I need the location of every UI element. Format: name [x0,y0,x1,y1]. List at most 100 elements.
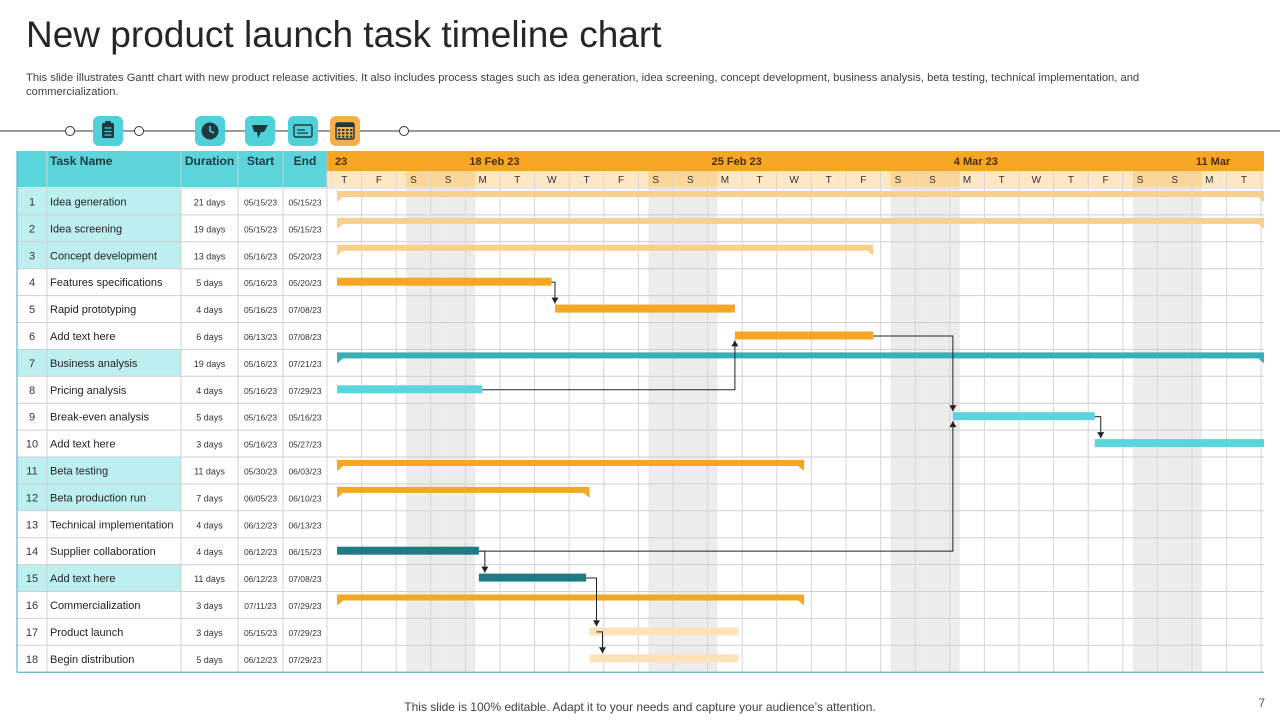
task-id: 17 [26,627,38,639]
clipboard-clip [105,121,111,125]
task-name: Add text here [50,573,115,585]
day-label: T [341,175,347,186]
calendar-icon [330,116,360,146]
task-bar [952,412,1095,421]
day-label: T [514,175,520,186]
task-id: 3 [29,250,35,262]
task-duration: 3 days [196,601,223,611]
task-start: 06/12/23 [244,574,277,584]
task-end: 07/29/23 [288,628,321,638]
weekend-day-header [406,171,441,187]
task-start: 05/16/23 [244,305,277,315]
page-number: 7 [1258,696,1265,710]
task-end: 05/15/23 [288,197,321,207]
weekend-day-header [1167,171,1202,187]
day-label: M [721,175,729,186]
day-label: T [1068,175,1074,186]
task-duration: 11 days [194,574,225,584]
weekend-day-header [683,171,718,187]
link-line [482,340,736,391]
dependency-link [873,335,957,412]
task-duration: 5 days [196,655,223,665]
flag-icon [245,116,275,146]
task-duration: 5 days [196,413,223,423]
timeline-week-header [327,151,1264,171]
day-label: S [687,175,694,186]
task-duration: 21 days [194,197,226,207]
task-name: Supplier collaboration [50,546,156,558]
summary-bar-cap [337,358,343,364]
flag-shape [252,125,268,138]
day-label: F [1102,175,1108,186]
task-duration: 7 days [196,493,223,503]
summary-bar [337,352,1264,359]
task-end: 05/15/23 [288,224,321,234]
clipboard-icon [93,116,123,146]
task-name: Idea screening [50,223,122,235]
task-id: 15 [26,573,38,585]
icon-tile [330,116,360,146]
row-name-highlight [47,349,181,377]
task-name: Pricing analysis [50,385,127,397]
task-bar [337,385,483,394]
task-bar [589,627,739,636]
task-id: 9 [29,412,35,424]
task-bar [337,546,479,555]
row-id-highlight [17,241,47,269]
link-arrowhead [593,620,600,627]
task-start: 06/12/23 [244,547,277,557]
task-bar [337,277,552,286]
summary-bar-cap [798,600,805,606]
day-label: T [756,175,762,186]
card-outline [293,124,313,138]
calendar-cell [346,132,349,135]
summary-bar-cap [337,223,343,229]
task-duration: 4 days [196,547,223,557]
timeline-node [134,126,144,136]
column-header-name: Task Name [50,154,113,168]
summary-bar [337,244,874,251]
week-label: 18 Feb 23 [469,156,519,168]
task-duration: 3 days [196,628,223,638]
day-label: F [860,175,866,186]
task-bar [554,304,735,313]
summary-bar-cap [798,466,805,471]
task-start: 05/16/23 [244,359,277,369]
dependency-link [586,577,600,627]
calendar-cell [342,135,345,138]
link-line [586,577,597,627]
task-name: Idea generation [50,196,126,208]
weekend-day-header [1132,171,1168,187]
task-name: Beta testing [50,465,108,477]
gantt-chart: Task Name Duration Start End 23 18 Feb 23 25 F… [16,151,1264,673]
task-id: 12 [26,492,38,504]
task-duration: 4 days [196,520,223,530]
task-id: 16 [26,600,38,612]
task-duration: 3 days [196,440,223,450]
day-label: S [410,175,417,186]
day-label: M [1205,175,1213,186]
task-name: Concept development [50,250,157,262]
task-end: 06/10/23 [288,493,321,503]
day-label: S [895,175,902,186]
task-name: Beta production run [50,492,146,504]
dependency-link [478,550,489,573]
task-start: 07/11/23 [244,601,277,611]
timeline-node [399,126,409,136]
task-bar [1094,439,1264,448]
summary-bar-cap [337,466,343,471]
calendar-cell [338,132,341,135]
day-label: W [547,175,557,186]
link-arrowhead [949,421,957,428]
dependency-link [482,340,739,391]
task-bar [589,654,739,663]
row-id-highlight [17,457,47,484]
calendar-cell [350,135,353,138]
link-line [596,631,603,654]
summary-bar [337,191,1264,197]
day-label: S [652,175,659,186]
weekend-day-header [648,171,683,187]
task-end: 07/08/23 [288,574,321,584]
task-start: 05/16/23 [244,251,277,261]
calendar-cell [338,135,341,138]
